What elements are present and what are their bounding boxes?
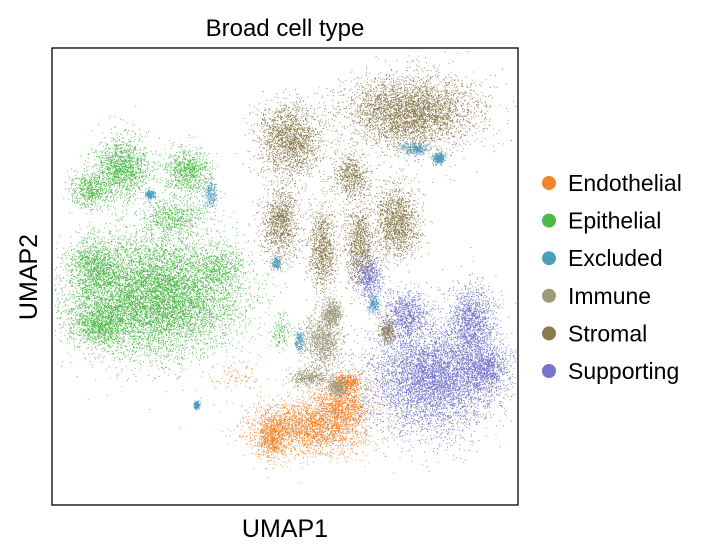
- point-cloud-excluded-0: [387, 140, 438, 160]
- point-cloud-endothelial-0: [196, 382, 403, 485]
- point-cloud-supporting-3: [446, 329, 517, 403]
- series-supporting: [319, 232, 517, 474]
- point-cloud-stromal-7: [373, 315, 404, 350]
- point-cloud-immune-0: [289, 301, 356, 387]
- legend-label-endothelial: Endothelial: [568, 170, 682, 196]
- point-cloud-endothelial-2: [249, 402, 290, 479]
- point-cloud-endothelial-3: [208, 352, 276, 392]
- y-axis-label: UMAP2: [15, 234, 43, 320]
- point-cloud-stromal-5: [362, 164, 433, 278]
- point-cloud-epithelial-1: [56, 279, 142, 359]
- legend-marker-excluded: [542, 251, 556, 266]
- legend-item-endothelial: Endothelial: [542, 170, 682, 196]
- point-cloud-stromal-4: [337, 173, 382, 305]
- legend-marker-supporting: [542, 364, 556, 378]
- point-cloud-excluded-2: [202, 173, 222, 213]
- point-cloud-excluded-7: [266, 253, 283, 271]
- legend-label-immune: Immune: [568, 283, 651, 309]
- series-immune: [283, 290, 356, 400]
- point-cloud-immune-3: [323, 376, 353, 400]
- point-cloud-excluded-3: [143, 186, 157, 202]
- legend-marker-epithelial: [542, 213, 556, 228]
- series-excluded: [143, 140, 448, 411]
- legend-marker-endothelial: [542, 176, 556, 190]
- point-cloud-stromal-6: [320, 140, 379, 207]
- point-cloud-supporting-4: [367, 272, 445, 354]
- series-stromal: [235, 51, 516, 350]
- point-cloud-epithelial-5: [63, 163, 116, 215]
- legend-marker-stromal: [542, 326, 556, 341]
- point-cloud-immune-2: [318, 290, 347, 340]
- legend-label-epithelial: Epithelial: [568, 208, 661, 234]
- point-cloud-epithelial-6: [186, 239, 253, 307]
- legend: Endothelial Epithelial Excluded Immune Strom…: [542, 170, 682, 384]
- point-cloud-stromal-2: [248, 156, 318, 276]
- point-cloud-supporting-0: [319, 282, 517, 474]
- point-cloud-excluded-1: [430, 149, 448, 166]
- point-cloud-excluded-5: [366, 290, 382, 316]
- series-epithelial: [54, 105, 318, 429]
- x-axis-label: UMAP1: [242, 515, 328, 543]
- legend-marker-immune: [542, 288, 556, 303]
- point-cloud-immune-1: [283, 359, 333, 394]
- point-cloud-stromal-1: [235, 88, 346, 197]
- chart-title: Broad cell type: [206, 15, 365, 42]
- legend-label-supporting: Supporting: [568, 358, 679, 384]
- point-cloud-epithelial-8: [116, 184, 225, 242]
- legend-item-immune: Immune: [542, 283, 651, 309]
- point-cloud-excluded-6: [193, 400, 202, 411]
- legend-item-stromal: Stromal: [542, 320, 647, 346]
- plot-frame: [51, 47, 519, 506]
- point-cloud-supporting-1: [437, 247, 513, 377]
- point-cloud-endothelial-1: [297, 352, 397, 444]
- legend-item-excluded: Excluded: [542, 245, 663, 271]
- legend-label-excluded: Excluded: [568, 245, 663, 271]
- legend-label-stromal: Stromal: [568, 320, 647, 346]
- point-cloud-epithelial-4: [151, 134, 225, 215]
- legend-item-supporting: Supporting: [542, 358, 679, 384]
- point-cloud-epithelial-7: [270, 311, 293, 353]
- point-cloud-stromal-0: [293, 51, 516, 181]
- point-cloud-excluded-4: [292, 323, 308, 357]
- point-cloud-stromal-3: [299, 187, 347, 329]
- plot-points-layer: [54, 51, 517, 485]
- point-cloud-supporting-2: [348, 232, 391, 310]
- legend-item-epithelial: Epithelial: [542, 208, 661, 234]
